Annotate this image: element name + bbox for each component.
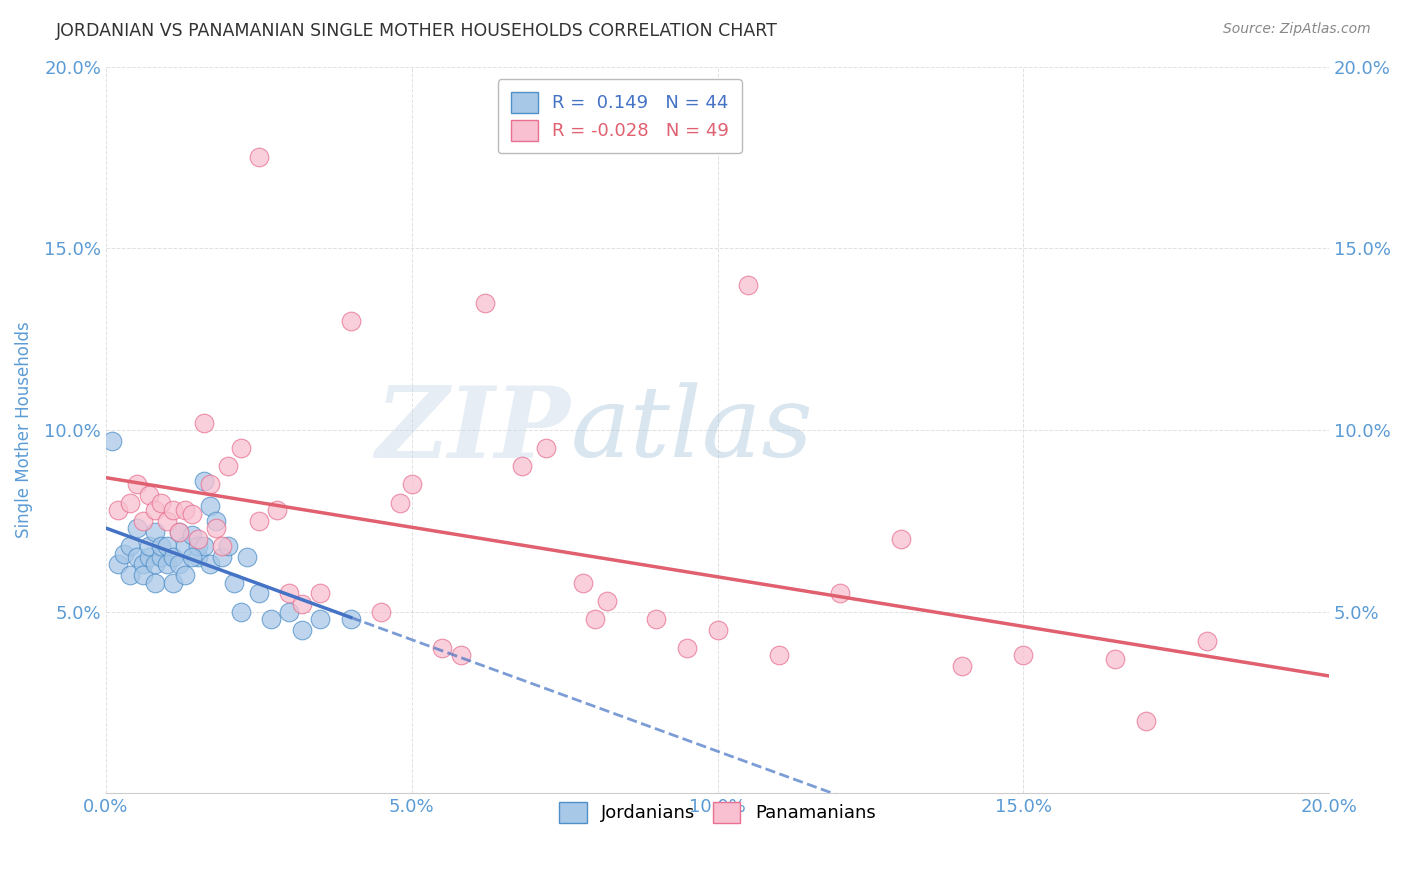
Point: [260, 612, 283, 626]
Point: [474, 295, 496, 310]
Point: [156, 514, 179, 528]
Point: [198, 500, 221, 514]
Point: [120, 496, 142, 510]
Point: [370, 605, 392, 619]
Point: [339, 314, 361, 328]
Text: JORDANIAN VS PANAMANIAN SINGLE MOTHER HOUSEHOLDS CORRELATION CHART: JORDANIAN VS PANAMANIAN SINGLE MOTHER HO…: [56, 22, 778, 40]
Point: [291, 598, 314, 612]
Point: [706, 623, 728, 637]
Point: [572, 575, 595, 590]
Point: [101, 434, 124, 448]
Point: [174, 503, 197, 517]
Point: [162, 575, 184, 590]
Point: [162, 550, 184, 565]
Point: [169, 524, 191, 539]
Point: [150, 550, 173, 565]
Point: [309, 586, 332, 600]
Point: [247, 586, 270, 600]
Point: [510, 459, 533, 474]
Point: [143, 524, 166, 539]
Point: [131, 558, 153, 572]
Point: [828, 586, 851, 600]
Point: [211, 550, 233, 565]
Point: [596, 593, 619, 607]
Point: [198, 477, 221, 491]
Point: [536, 441, 558, 455]
Point: [180, 550, 202, 565]
Point: [169, 558, 191, 572]
Point: [125, 477, 148, 491]
Point: [339, 612, 361, 626]
Point: [278, 586, 301, 600]
Point: [174, 539, 197, 553]
Point: [112, 547, 135, 561]
Point: [156, 539, 179, 553]
Point: [890, 532, 912, 546]
Point: [187, 550, 209, 565]
Point: [224, 575, 246, 590]
Point: [737, 277, 759, 292]
Point: [143, 503, 166, 517]
Text: Source: ZipAtlas.com: Source: ZipAtlas.com: [1223, 22, 1371, 37]
Point: [180, 507, 202, 521]
Point: [198, 558, 221, 572]
Point: [174, 568, 197, 582]
Point: [138, 539, 160, 553]
Point: [150, 496, 173, 510]
Legend: Jordanians, Panamanians: Jordanians, Panamanians: [547, 789, 889, 835]
Point: [205, 514, 228, 528]
Point: [120, 568, 142, 582]
Point: [131, 568, 153, 582]
Point: [229, 441, 252, 455]
Point: [205, 521, 228, 535]
Point: [107, 558, 129, 572]
Point: [266, 503, 288, 517]
Point: [193, 539, 215, 553]
Point: [950, 659, 973, 673]
Point: [450, 648, 472, 663]
Point: [432, 640, 454, 655]
Point: [768, 648, 790, 663]
Point: [217, 459, 239, 474]
Point: [156, 558, 179, 572]
Point: [143, 558, 166, 572]
Point: [193, 416, 215, 430]
Point: [291, 623, 314, 637]
Point: [138, 550, 160, 565]
Point: [1012, 648, 1035, 663]
Point: [1104, 652, 1126, 666]
Point: [131, 514, 153, 528]
Point: [676, 640, 699, 655]
Point: [217, 539, 239, 553]
Point: [388, 496, 411, 510]
Point: [645, 612, 668, 626]
Text: ZIP: ZIP: [375, 382, 571, 478]
Point: [235, 550, 257, 565]
Point: [120, 539, 142, 553]
Point: [278, 605, 301, 619]
Point: [125, 550, 148, 565]
Point: [247, 514, 270, 528]
Point: [107, 503, 129, 517]
Point: [143, 575, 166, 590]
Point: [193, 474, 215, 488]
Text: atlas: atlas: [571, 383, 814, 477]
Point: [211, 539, 233, 553]
Point: [1135, 714, 1157, 728]
Point: [309, 612, 332, 626]
Point: [180, 528, 202, 542]
Point: [1195, 633, 1218, 648]
Point: [125, 521, 148, 535]
Point: [229, 605, 252, 619]
Y-axis label: Single Mother Households: Single Mother Households: [15, 322, 32, 539]
Point: [169, 524, 191, 539]
Point: [187, 539, 209, 553]
Point: [150, 539, 173, 553]
Point: [401, 477, 423, 491]
Point: [583, 612, 606, 626]
Point: [162, 503, 184, 517]
Point: [138, 488, 160, 502]
Point: [247, 151, 270, 165]
Point: [187, 532, 209, 546]
